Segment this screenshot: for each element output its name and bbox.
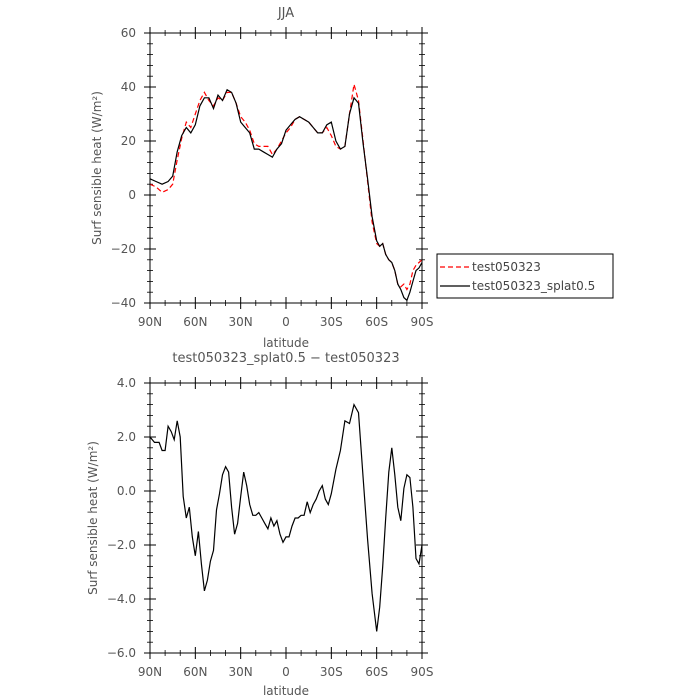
bottom-chart-xlabel: latitude [263,684,309,698]
bottom-ytick-label: −4.0 [107,592,136,606]
top-xtick-label: 90N [138,315,162,329]
bottom-xtick-label: 90S [411,665,434,679]
top-chart-series [149,84,423,302]
bottom-chart-title: test050323_splat0.5 − test050323 [172,351,399,366]
bottom-xtick-label: 90N [138,665,162,679]
bottom-ytick-label: 2.0 [117,430,136,444]
top-ytick-label: −20 [111,242,136,256]
bottom-xtick-label: 30S [320,665,343,679]
bottom-ytick-label: 4.0 [117,376,136,390]
top-ytick-label: −40 [111,296,136,310]
top-chart: JJA −40 −20 0 20 40 60 90N 60N 30N 0 30S 60S 90S lat… [90,6,614,350]
top-xtick-label: 30S [320,315,343,329]
top-series-line-0 [149,84,423,291]
bottom-chart: test050323_splat0.5 − test050323 −6.0 −4.… [86,351,433,698]
bottom-ytick-label: −2.0 [107,538,136,552]
bottom-chart-ylabel: Surf sensible heat (W/m²) [86,441,100,595]
bottom-xtick-label: 0 [282,665,290,679]
top-xtick-label: 0 [282,315,290,329]
bottom-ytick-label: 0.0 [117,484,136,498]
top-chart-frame [149,32,423,304]
top-xtick-label: 90S [411,315,434,329]
bottom-series-line-0 [149,402,423,632]
bottom-chart-ticks: −6.0 −4.0 −2.0 0.0 2.0 4.0 90N 60N 30N 0 30S 60S 90S [107,376,434,679]
bottom-xtick-label: 60N [183,665,207,679]
legend-label-test050323: test050323 [472,260,541,274]
bottom-ytick-label: −6.0 [107,646,136,660]
bottom-chart-series [149,402,423,632]
top-chart-xlabel: latitude [263,336,309,350]
top-ytick-label: 40 [121,80,136,94]
bottom-xtick-label: 60S [365,665,388,679]
top-series-line-1 [149,88,423,302]
top-chart-title: JJA [277,6,294,21]
top-ytick-label: 20 [121,134,136,148]
legend-box [436,253,614,299]
bottom-chart-frame [149,382,423,654]
top-ytick-label: 0 [128,188,136,202]
top-xtick-label: 30N [229,315,253,329]
top-xtick-label: 60N [183,315,207,329]
bottom-xtick-label: 30N [229,665,253,679]
top-ytick-label: 60 [121,26,136,40]
top-chart-ylabel: Surf sensible heat (W/m²) [90,91,104,245]
top-xtick-label: 60S [365,315,388,329]
legend-label-splat: test050323_splat0.5 [472,279,595,293]
top-chart-ticks: −40 −20 0 20 40 60 90N 60N 30N 0 30S 60S 90S [111,26,434,329]
top-chart-legend: test050323 test050323_splat0.5 [436,253,614,299]
